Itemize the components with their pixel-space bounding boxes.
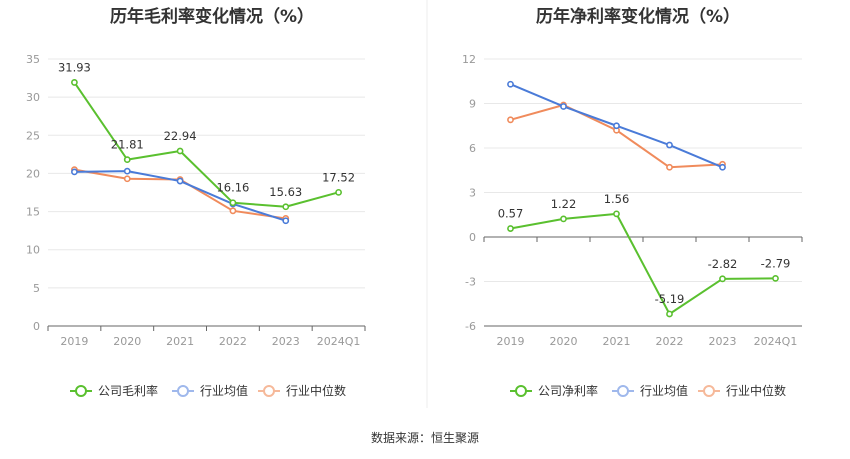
net-margin-chart: 历年净利率变化情况（%） -6 -3 0 3 6 9 12 2019 2020 2021 2022 20… bbox=[462, 6, 803, 398]
x-tick-label: 2023 bbox=[709, 335, 737, 348]
data-label: 22.94 bbox=[164, 129, 197, 143]
y-tick-label: 25 bbox=[26, 129, 40, 142]
data-label: 0.57 bbox=[498, 207, 524, 221]
data-point bbox=[282, 217, 290, 225]
data-point bbox=[772, 274, 779, 282]
data-point bbox=[123, 167, 131, 175]
data-label: 1.22 bbox=[551, 197, 577, 211]
y-tick-label: 3 bbox=[469, 187, 476, 200]
y-tick-label: 5 bbox=[33, 282, 40, 295]
data-point bbox=[507, 116, 514, 124]
legend-label: 行业均值 bbox=[200, 383, 248, 398]
series-line bbox=[73, 81, 339, 208]
data-label: -5.19 bbox=[655, 292, 685, 306]
legend-item: 公司毛利率 bbox=[70, 383, 158, 398]
y-tick-label: 9 bbox=[469, 98, 476, 111]
legend-label: 公司毛利率 bbox=[98, 383, 158, 398]
legend-label: 行业中位数 bbox=[726, 383, 786, 398]
data-point bbox=[229, 207, 237, 215]
legend-swatch-marker bbox=[617, 385, 629, 397]
x-tick-label: 2022 bbox=[656, 335, 684, 348]
gross-margin-chart: 历年毛利率变化情况（%） 0 5 10 15 20 25 30 35 2019 2020 2021 20… bbox=[26, 6, 366, 398]
legend-item: 公司净利率 bbox=[510, 383, 598, 398]
data-point bbox=[229, 199, 237, 207]
legend-item: 行业中位数 bbox=[258, 383, 346, 398]
x-tick-label: 2021 bbox=[603, 335, 631, 348]
x-tick-label: 2019 bbox=[60, 335, 88, 348]
data-label: 17.52 bbox=[322, 170, 355, 184]
data-point bbox=[71, 168, 78, 176]
legend-swatch-marker bbox=[177, 385, 189, 397]
data-label: 1.56 bbox=[604, 192, 630, 206]
x-tick-label: 2021 bbox=[166, 335, 194, 348]
data-label: 15.63 bbox=[269, 185, 302, 199]
x-tick-label: 2024Q1 bbox=[754, 335, 798, 348]
data-point bbox=[507, 225, 514, 232]
data-point bbox=[666, 141, 673, 149]
y-tick-label: 0 bbox=[469, 231, 476, 244]
chart-title: 历年净利率变化情况（%） bbox=[536, 6, 740, 27]
x-tick-label: 2023 bbox=[272, 335, 300, 348]
x-tick-label: 2024Q1 bbox=[317, 335, 361, 348]
data-point bbox=[666, 163, 673, 171]
data-point bbox=[613, 210, 620, 218]
y-tick-label: 15 bbox=[26, 206, 40, 219]
x-tick-label: 2020 bbox=[113, 335, 141, 348]
y-tick-label: 10 bbox=[26, 244, 40, 257]
x-tick-label: 2020 bbox=[550, 335, 578, 348]
data-label: 16.16 bbox=[216, 181, 249, 195]
y-tick-label: -6 bbox=[465, 320, 476, 333]
data-label: -2.82 bbox=[708, 257, 738, 271]
series-line bbox=[510, 212, 776, 315]
data-point bbox=[613, 122, 620, 130]
data-point bbox=[666, 310, 673, 318]
legend-item: 行业均值 bbox=[172, 383, 248, 398]
data-point bbox=[71, 79, 78, 86]
y-tick-label: -3 bbox=[465, 276, 476, 289]
data-point bbox=[176, 147, 184, 155]
data-point bbox=[719, 163, 726, 171]
data-point bbox=[507, 80, 514, 88]
data-point bbox=[335, 188, 342, 196]
x-tick-label: 2019 bbox=[497, 335, 525, 348]
y-tick-label: 12 bbox=[462, 53, 476, 66]
series-line bbox=[510, 103, 723, 169]
data-point bbox=[123, 175, 131, 183]
y-tick-label: 20 bbox=[26, 167, 40, 180]
legend-swatch-marker bbox=[515, 385, 527, 397]
legend-label: 公司净利率 bbox=[538, 383, 598, 398]
legend-item: 行业均值 bbox=[612, 383, 688, 398]
data-label: 21.81 bbox=[111, 138, 144, 152]
y-tick-label: 0 bbox=[33, 320, 40, 333]
y-tick-label: 35 bbox=[26, 53, 40, 66]
x-tick-label: 2022 bbox=[219, 335, 247, 348]
chart-title: 历年毛利率变化情况（%） bbox=[110, 6, 314, 27]
y-tick-label: 30 bbox=[26, 91, 40, 104]
data-point bbox=[560, 103, 567, 110]
legend-swatch-marker bbox=[75, 385, 87, 397]
y-tick-label: 6 bbox=[469, 142, 476, 155]
data-label: 31.93 bbox=[58, 60, 91, 74]
data-source: 数据来源：恒生聚源 bbox=[371, 430, 479, 445]
data-point bbox=[282, 203, 290, 211]
data-point bbox=[176, 177, 184, 185]
data-label: -2.79 bbox=[761, 256, 791, 270]
legend-label: 行业中位数 bbox=[286, 383, 346, 398]
legend-label: 行业均值 bbox=[640, 383, 688, 398]
data-point bbox=[123, 156, 131, 164]
legend-swatch-marker bbox=[703, 385, 715, 397]
legend-item: 行业中位数 bbox=[698, 383, 786, 398]
legend-swatch-marker bbox=[263, 385, 275, 397]
data-point bbox=[560, 215, 567, 223]
data-point bbox=[719, 275, 726, 283]
